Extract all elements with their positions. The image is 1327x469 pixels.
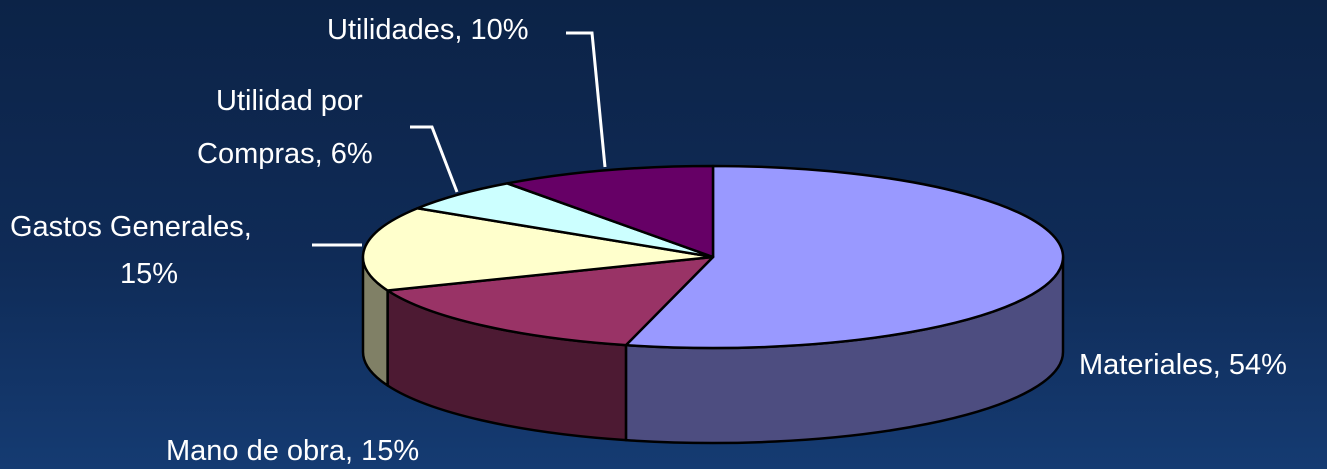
pie-slice-gastos-generales [361, 206, 715, 292]
label-utilidad-por-compras-line1: Utilidad por [216, 85, 363, 117]
pie-slice-mano-de-obra [386, 255, 715, 347]
leader-line-utilidad-por-compras [410, 125, 459, 193]
pie-slice-materiales [624, 164, 1065, 350]
label-mano-de-obra: Mano de obra, 15% [166, 435, 419, 467]
label-gastos-generales-line1: Gastos Generales, [10, 211, 252, 243]
pie-sides [361, 255, 1065, 445]
pie-slice-utilidad-por-compras [416, 182, 715, 259]
leader-lines [312, 31, 607, 247]
label-materiales: Materiales, 54% [1079, 349, 1287, 381]
pie-tops [361, 164, 1065, 350]
label-utilidad-por-compras-line2: Compras, 6% [197, 138, 373, 170]
label-gastos-generales-line2: 15% [120, 258, 178, 290]
label-utilidades: Utilidades, 10% [327, 14, 529, 46]
pie-slice-utilidades [506, 164, 715, 259]
leader-line-utilidades [566, 31, 607, 168]
